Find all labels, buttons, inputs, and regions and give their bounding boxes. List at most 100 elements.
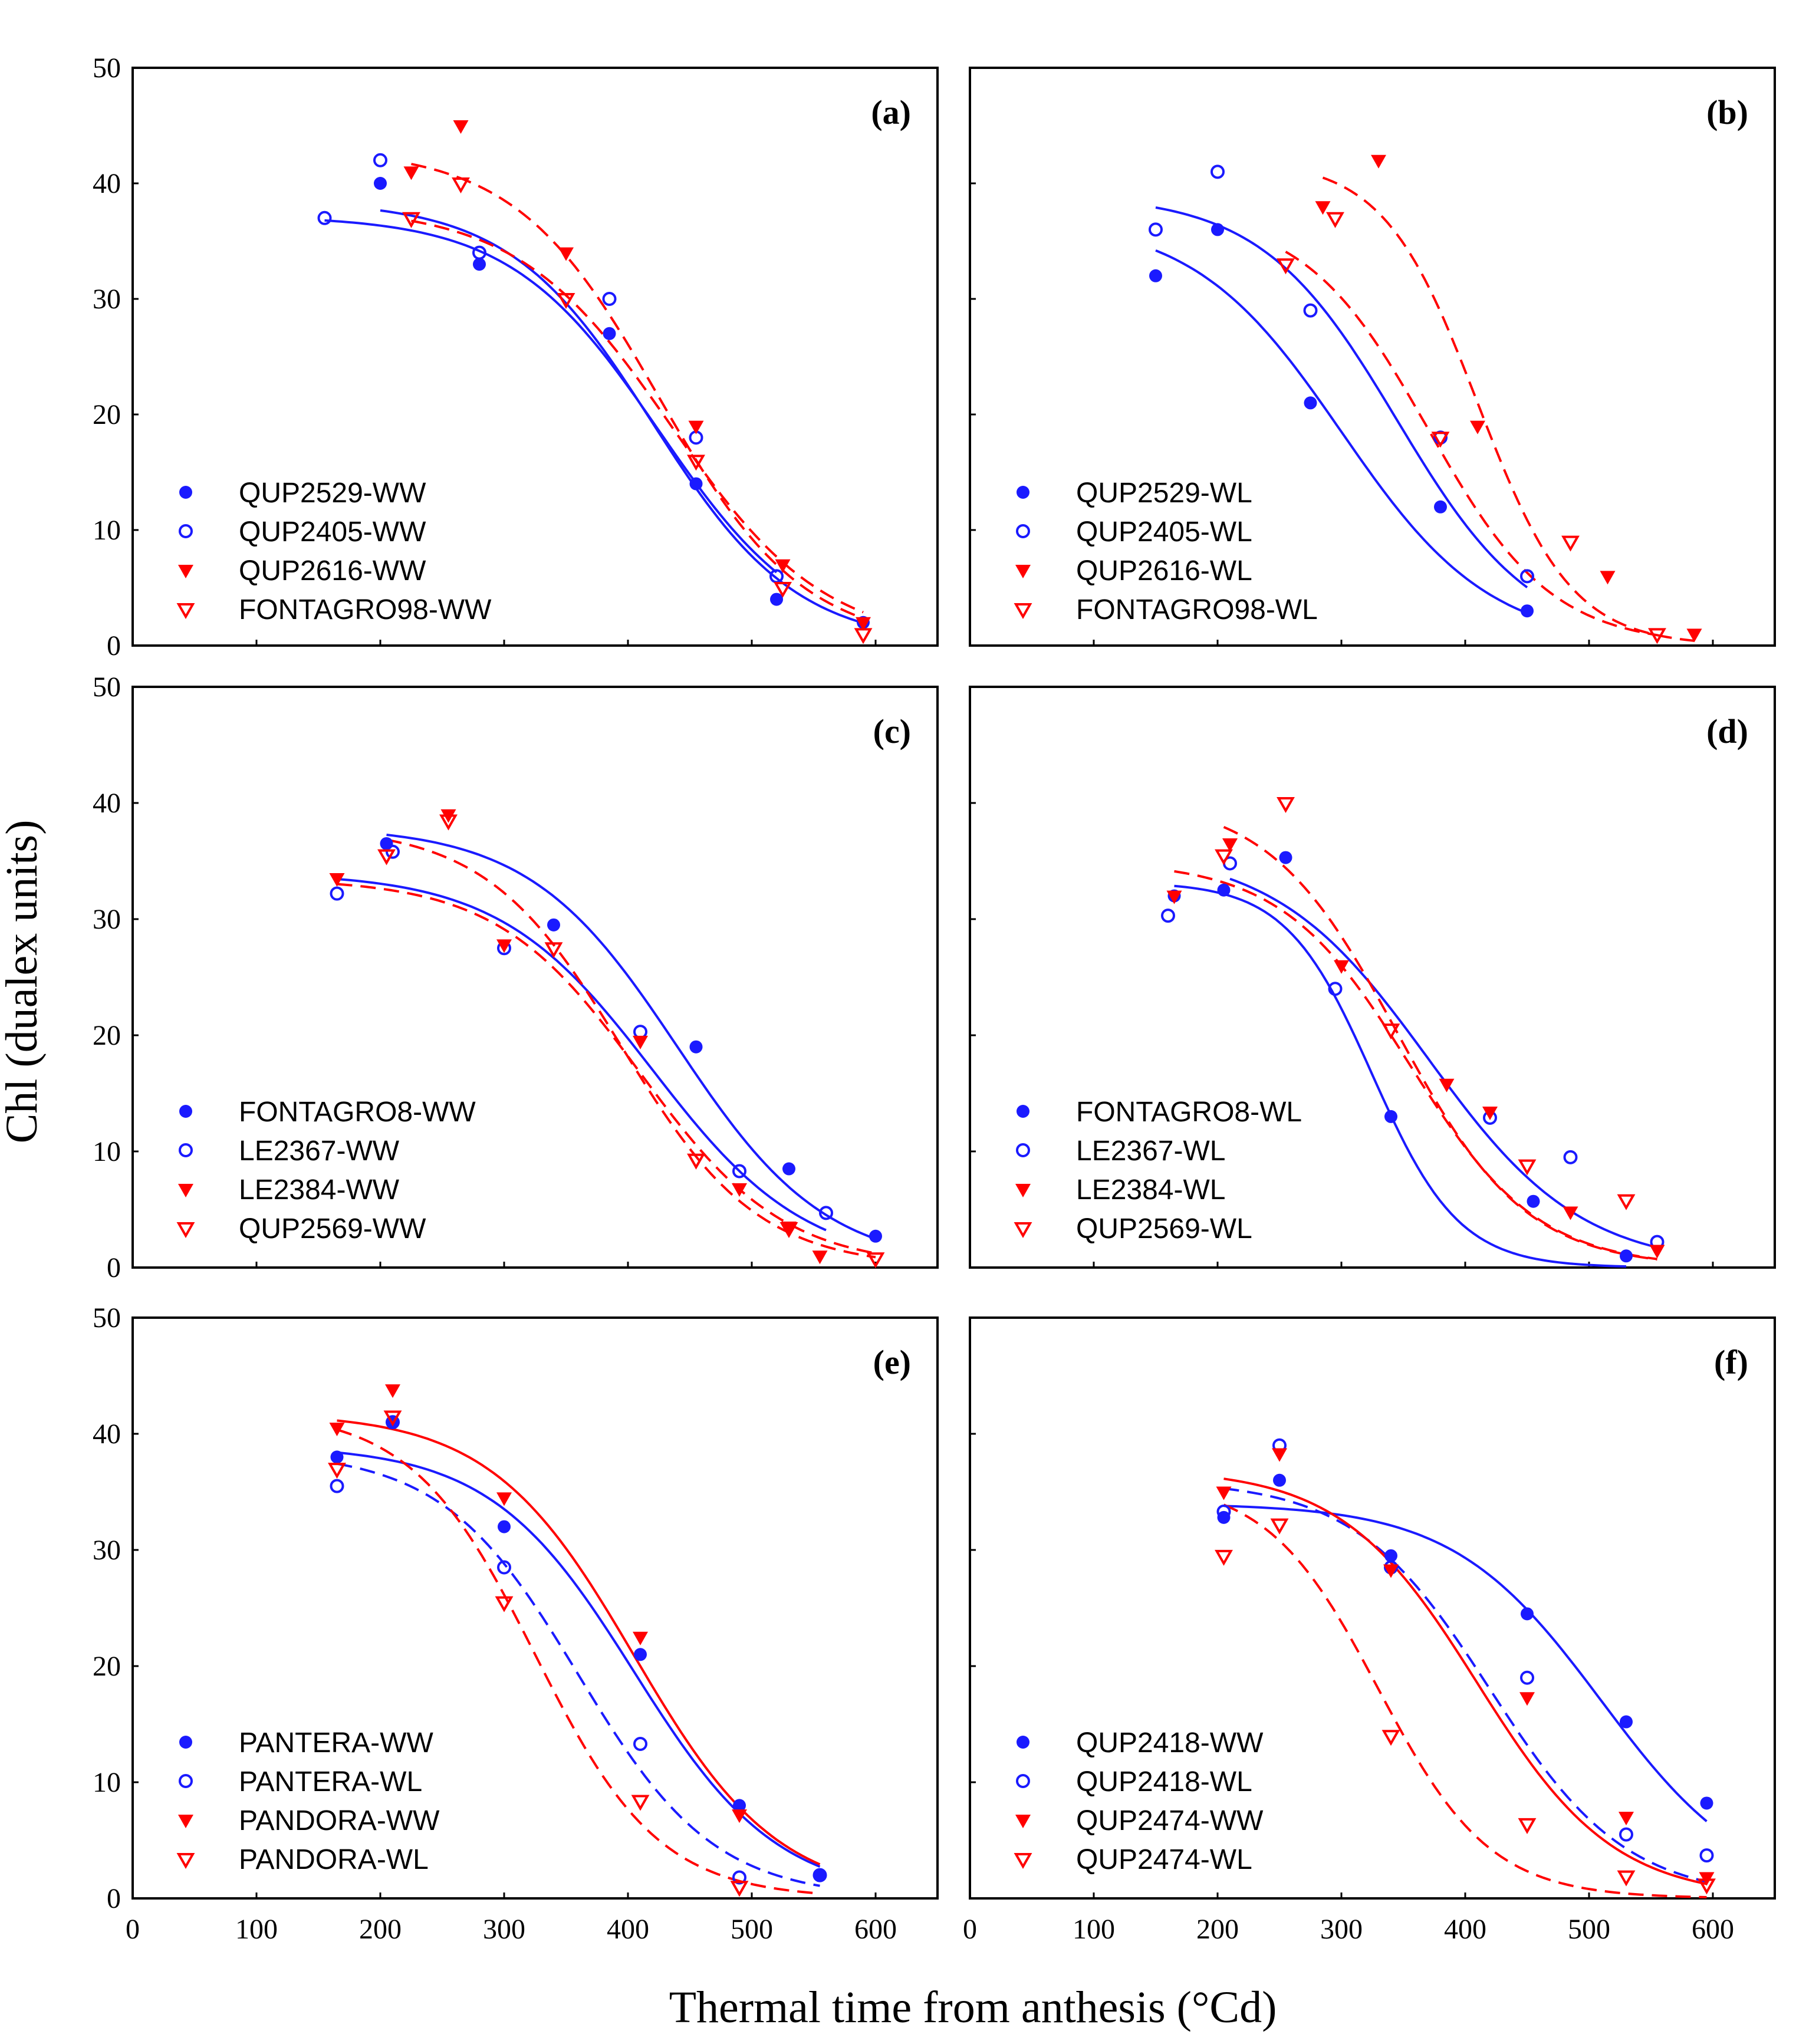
legend-label: PANDORA-WW bbox=[239, 1805, 440, 1836]
y-tick-label: 50 bbox=[93, 52, 121, 84]
fit-line-le2367-ww bbox=[337, 878, 827, 1232]
x-tick-label: 600 bbox=[854, 1914, 897, 1945]
x-tick-label: 600 bbox=[1692, 1914, 1734, 1945]
legend-label: LE2384-WW bbox=[239, 1174, 400, 1206]
data-point bbox=[1648, 628, 1666, 644]
data-point bbox=[1279, 851, 1292, 864]
data-point bbox=[329, 1423, 345, 1437]
data-point bbox=[495, 1596, 514, 1612]
data-point bbox=[329, 873, 345, 887]
data-point bbox=[1149, 222, 1163, 237]
legend-marker bbox=[1014, 603, 1032, 620]
x-tick-label: 500 bbox=[731, 1914, 773, 1945]
data-point bbox=[1563, 1150, 1578, 1164]
legend-marker bbox=[1014, 1222, 1032, 1239]
data-point bbox=[1215, 1549, 1233, 1566]
data-point bbox=[1520, 1670, 1534, 1685]
data-point bbox=[498, 1520, 511, 1533]
data-point bbox=[374, 177, 387, 190]
data-point bbox=[1303, 303, 1318, 318]
legend-marker bbox=[1015, 1815, 1031, 1828]
legend-label: FONTAGRO8-WW bbox=[239, 1097, 476, 1128]
data-point bbox=[1527, 1194, 1540, 1208]
data-point bbox=[330, 1450, 344, 1464]
data-point bbox=[633, 1631, 648, 1645]
y-tick-label: 40 bbox=[93, 168, 121, 199]
data-point bbox=[1384, 1110, 1397, 1123]
legend-label: PANDORA-WL bbox=[239, 1844, 429, 1875]
data-point bbox=[1521, 1607, 1534, 1621]
fit-line-qup2474-ww bbox=[1223, 1477, 1707, 1885]
data-point bbox=[1519, 1692, 1535, 1706]
data-point bbox=[385, 1384, 400, 1398]
data-point bbox=[770, 593, 783, 606]
data-point bbox=[386, 844, 400, 859]
data-point bbox=[1600, 571, 1616, 585]
y-tick-label: 20 bbox=[93, 1651, 121, 1682]
y-tick-label: 20 bbox=[93, 1020, 121, 1051]
y-tick-label: 10 bbox=[93, 1767, 121, 1798]
x-tick-label: 200 bbox=[1196, 1914, 1239, 1945]
data-point bbox=[688, 420, 704, 435]
panel-b: (b) QUP2529-WL QUP2405-WL QUP2616-WL FONTAGR… bbox=[969, 67, 1776, 647]
data-point bbox=[1384, 1549, 1397, 1562]
legend-marker bbox=[1014, 1853, 1032, 1869]
legend-label: QUP2529-WL bbox=[1076, 478, 1252, 509]
data-point bbox=[1215, 849, 1233, 865]
legend-label: LE2384-WL bbox=[1076, 1174, 1225, 1206]
y-tick-label: 30 bbox=[93, 284, 121, 315]
data-point bbox=[631, 1795, 650, 1811]
fit-line-qup2529-ww bbox=[380, 209, 864, 624]
legend-marker bbox=[176, 1222, 195, 1239]
fit-line-le2367-wl bbox=[1229, 877, 1657, 1249]
data-point bbox=[782, 1162, 795, 1176]
x-tick-label: 100 bbox=[235, 1914, 278, 1945]
data-point bbox=[1617, 1194, 1636, 1210]
y-tick-label: 0 bbox=[107, 630, 121, 661]
legend-marker bbox=[179, 1736, 192, 1749]
data-point bbox=[330, 886, 344, 901]
data-point bbox=[1222, 838, 1238, 852]
legend-label: LE2367-WL bbox=[1076, 1135, 1225, 1167]
data-point bbox=[689, 1040, 703, 1054]
plot-frame bbox=[131, 686, 939, 1269]
legend-label: QUP2474-WW bbox=[1076, 1805, 1264, 1836]
data-point bbox=[687, 455, 705, 471]
data-point bbox=[775, 559, 791, 573]
data-point bbox=[1216, 1486, 1232, 1500]
x-axis-title: Thermal time from anthesis (°Cd) bbox=[669, 1983, 1277, 2032]
legend-marker bbox=[179, 1105, 192, 1118]
data-point bbox=[1334, 960, 1349, 974]
data-point bbox=[732, 1183, 747, 1197]
fit-line-pantera-ww bbox=[337, 1451, 821, 1868]
data-point bbox=[1700, 1796, 1713, 1810]
legend-marker bbox=[176, 1853, 195, 1869]
data-point bbox=[452, 177, 470, 194]
legend-marker bbox=[1017, 1105, 1029, 1118]
data-point bbox=[439, 814, 458, 831]
data-point bbox=[732, 1809, 747, 1824]
data-point bbox=[602, 292, 617, 306]
x-tick-label: 300 bbox=[483, 1914, 525, 1945]
data-point bbox=[1272, 1448, 1287, 1462]
panel-label: (f) bbox=[1714, 1343, 1748, 1381]
legend-label: QUP2405-WL bbox=[1076, 516, 1252, 548]
y-tick-label: 20 bbox=[93, 399, 121, 430]
data-point bbox=[1470, 420, 1485, 435]
legend-marker bbox=[1017, 1736, 1029, 1749]
panel-label: (e) bbox=[873, 1343, 911, 1381]
legend-marker bbox=[1015, 565, 1031, 578]
panel-label: (d) bbox=[1706, 712, 1748, 751]
data-point bbox=[1315, 201, 1331, 215]
legend-label: QUP2569-WW bbox=[239, 1213, 426, 1245]
data-point bbox=[557, 293, 575, 310]
legend-label: LE2367-WW bbox=[239, 1135, 400, 1167]
plot-frame bbox=[969, 686, 1776, 1269]
data-point bbox=[402, 212, 420, 228]
data-point bbox=[733, 1799, 746, 1812]
legend-label: QUP2474-WL bbox=[1076, 1844, 1252, 1875]
data-point bbox=[856, 617, 871, 631]
y-axis-title: Chl (dualex units) bbox=[0, 820, 47, 1144]
y-tick-label: 0 bbox=[107, 1252, 121, 1283]
fit-line-qup2616-ww bbox=[411, 163, 864, 620]
